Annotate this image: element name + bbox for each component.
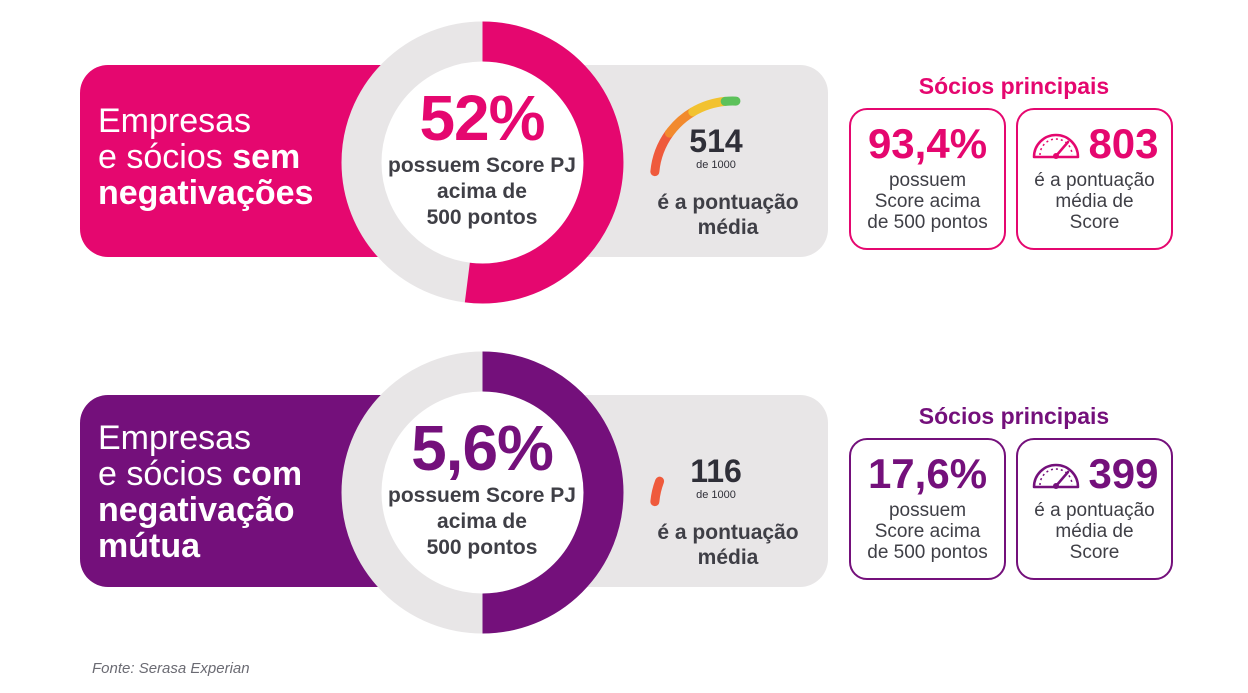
socios-pct: 93,4% — [867, 120, 988, 167]
socios-pct-box: 93,4% possuem Score acima de 500 pontos — [849, 108, 1006, 250]
socios-title: Sócios principais — [918, 403, 1110, 429]
label-line-4: mútua — [98, 527, 200, 565]
socios-pct-desc-1: possuem — [888, 500, 967, 521]
meter-caption-line-2: média — [697, 216, 759, 239]
label-line-2: e sócios — [98, 455, 223, 493]
meter-value: 514 — [689, 123, 743, 159]
socios-pct-desc-2: Score acima — [874, 191, 981, 212]
socios-pct: 17,6% — [867, 450, 988, 497]
socios-score-desc: é a pontuação média de Score — [1018, 170, 1171, 233]
meter-caption-line-2: média — [697, 546, 759, 569]
label-emphasis: com — [232, 455, 303, 493]
meter-value: 116 — [690, 453, 742, 489]
meter-caption: é a pontuação média — [640, 520, 816, 570]
socios-score-desc-3: Score — [1069, 212, 1120, 233]
label-line-2: e sócios — [98, 138, 223, 176]
meter-track — [650, 426, 815, 507]
socios-pct-desc-2: Score acima — [874, 521, 981, 542]
label-line-3: negativações — [98, 174, 314, 212]
speedometer-icon — [1033, 133, 1080, 159]
pct-desc-line-3: 500 pontos — [426, 536, 538, 559]
row-com-negativacao: Empresas e sócios com negativação mútua … — [0, 345, 1248, 635]
socios-score-desc-3: Score — [1069, 542, 1120, 563]
meter-fill-segment — [688, 96, 730, 117]
meter-scale: de 1000 — [696, 159, 736, 171]
pct-desc-line-1: possuem Score PJ — [388, 154, 576, 177]
pct-desc: possuem Score PJ acima de 500 pontos — [362, 483, 602, 561]
donut-ring — [341, 351, 624, 634]
donut-ring — [341, 21, 624, 304]
socios-score-desc: é a pontuação média de Score — [1018, 500, 1171, 563]
label-line-1: Empresas — [98, 102, 252, 140]
socios-score-line: 399 — [1018, 452, 1171, 496]
source-note: Fonte: Serasa Experian — [92, 660, 250, 677]
socios-score-box: 803 é a pontuação média de Score — [1016, 108, 1173, 250]
pct-desc-line-3: 500 pontos — [426, 206, 538, 229]
socios-score-line: 803 — [1018, 122, 1171, 166]
label-line-1: Empresas — [98, 419, 252, 457]
socios-score-desc-1: é a pontuação — [1034, 500, 1155, 521]
pct-label: 5,6% — [411, 412, 554, 484]
row-sem-negativacoes: Empresas e sócios sem negativações 52% p… — [0, 15, 1248, 305]
socios-score: 399 — [1088, 450, 1159, 497]
donut-center: 52% possuem Score PJ acima de 500 pontos — [362, 85, 602, 231]
donut-arc — [464, 21, 624, 304]
meter-fill-segment — [650, 128, 674, 177]
pct-desc-line-2: acima de — [437, 510, 527, 533]
pct-desc-line-2: acima de — [437, 180, 527, 203]
speedometer-icon — [1033, 463, 1080, 489]
meter-fill-segment — [650, 476, 665, 507]
socios-score-desc-2: média de — [1055, 521, 1134, 542]
socios-score-box: 399 é a pontuação média de Score — [1016, 438, 1173, 580]
pct-desc-line-1: possuem Score PJ — [388, 484, 576, 507]
group-label: Empresas e sócios com negativação mútua — [98, 420, 338, 564]
label-emphasis: sem — [232, 138, 301, 176]
group-label: Empresas e sócios sem negativações — [98, 103, 338, 211]
meter-scale: de 1000 — [696, 489, 736, 501]
socios-score: 803 — [1088, 120, 1159, 167]
donut-center: 5,6% possuem Score PJ acima de 500 ponto… — [362, 415, 602, 561]
socios-pct-desc-1: possuem — [888, 170, 967, 191]
socios-title: Sócios principais — [918, 73, 1110, 99]
score-meter — [650, 96, 815, 177]
socios-pct-box: 17,6% possuem Score acima de 500 pontos — [849, 438, 1006, 580]
label-line-3: negativação — [98, 491, 295, 529]
meter-caption-line-1: é a pontuação — [657, 191, 799, 214]
meter-caption-line-1: é a pontuação — [657, 521, 799, 544]
socios-pct-desc: possuem Score acima de 500 pontos — [851, 500, 1004, 563]
pct-desc: possuem Score PJ acima de 500 pontos — [362, 153, 602, 231]
socios-pct-desc-3: de 500 pontos — [867, 542, 988, 563]
score-meter — [650, 426, 815, 507]
socios-score-desc-1: é a pontuação — [1034, 170, 1155, 191]
socios-pct-desc: possuem Score acima de 500 pontos — [851, 170, 1004, 233]
socios-pct-desc-3: de 500 pontos — [867, 212, 988, 233]
pct-label: 52% — [419, 82, 545, 154]
socios-score-desc-2: média de — [1055, 191, 1134, 212]
donut-arc — [482, 351, 624, 634]
meter-caption: é a pontuação média — [640, 190, 816, 240]
